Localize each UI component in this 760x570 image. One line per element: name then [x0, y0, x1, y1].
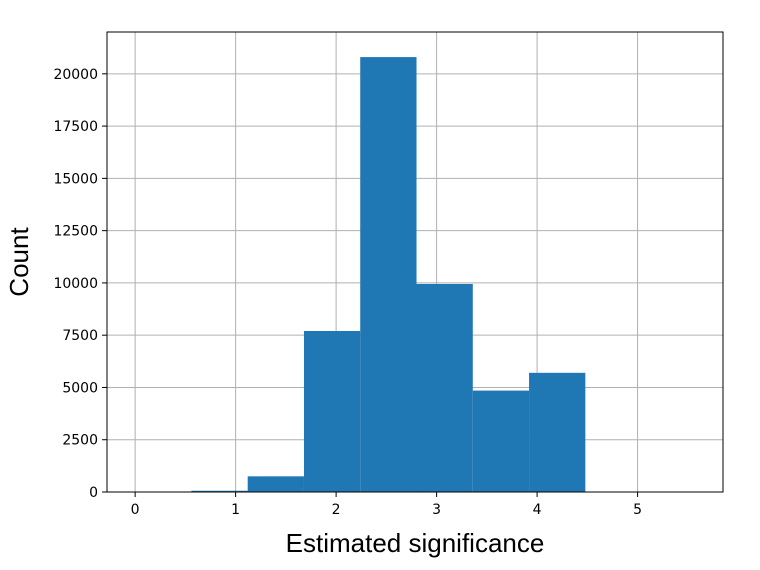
y-tick-label: 7500	[62, 328, 98, 344]
histogram-bar	[529, 372, 586, 492]
histogram-bar	[303, 331, 361, 492]
y-tick-label: 12500	[53, 224, 98, 240]
histogram-bar	[472, 390, 530, 492]
x-tick-label: 5	[633, 502, 642, 518]
x-tick-label: 2	[332, 502, 341, 518]
y-tick-label: 2500	[62, 433, 98, 449]
x-axis-label: Estimated significance	[286, 528, 545, 558]
x-tick-label: 4	[533, 502, 542, 518]
y-tick-label: 10000	[53, 276, 98, 292]
x-tick-label: 3	[432, 502, 441, 518]
x-tick-label: 0	[131, 502, 140, 518]
y-tick-label: 15000	[53, 171, 98, 187]
y-tick-label: 0	[89, 485, 98, 501]
y-tick-label: 17500	[53, 119, 98, 135]
histogram-bar	[191, 490, 248, 492]
y-tick-label: 5000	[62, 380, 98, 396]
tick-layer: 0 1 2 3 4 5 0 2500 5000 7500 10000 12500 15000 17500 2…	[53, 67, 642, 518]
histogram-bar	[247, 476, 304, 492]
y-tick-label: 20000	[53, 67, 98, 83]
plot-frame	[106, 31, 724, 493]
y-axis-label: Count	[4, 227, 34, 297]
histogram-bar	[416, 283, 473, 492]
x-tick-label: 1	[231, 502, 240, 518]
histogram-bar	[360, 57, 417, 492]
bar-layer	[191, 57, 586, 492]
